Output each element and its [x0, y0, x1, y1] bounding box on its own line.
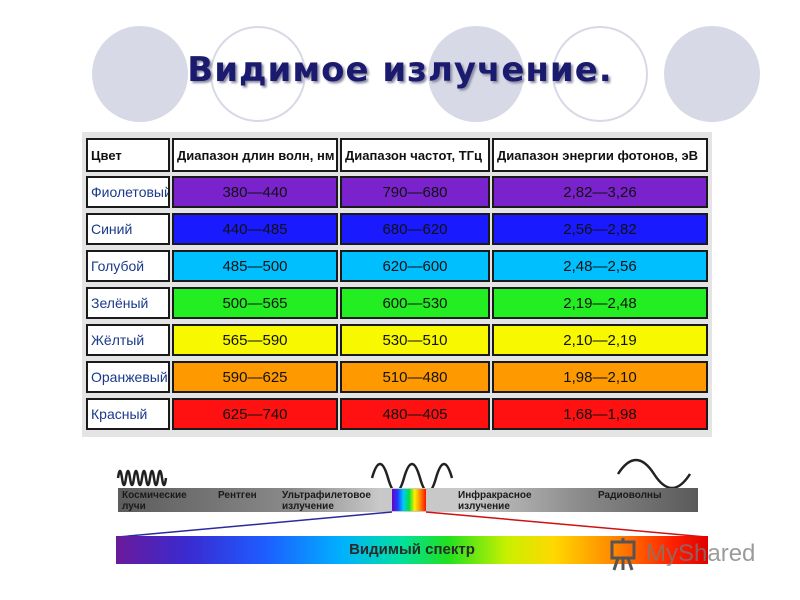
- visible-spectrum-bar: Видимый спектр: [116, 536, 708, 564]
- watermark-text: MyShared: [646, 540, 756, 567]
- table-cell-wave: 590—625: [172, 361, 338, 393]
- table-cell-energy: 1,98—2,10: [492, 361, 708, 393]
- wave-diagram: [116, 458, 692, 494]
- table-header-1: Диапазон длин волн, нм: [172, 138, 338, 172]
- band-label-cosmic: Космические лучи: [122, 490, 187, 512]
- table-cell-wave: 485—500: [172, 250, 338, 282]
- table-cell-freq: 680—620: [340, 213, 490, 245]
- table-cell-freq: 790—680: [340, 176, 490, 208]
- table-cell-energy: 2,10—2,19: [492, 324, 708, 356]
- table-cell-wave: 440—485: [172, 213, 338, 245]
- decor-circle-4: [552, 26, 648, 122]
- projection-lines: [117, 511, 707, 538]
- table-header-3: Диапазон энергии фотонов, эВ: [492, 138, 708, 172]
- table-cell-energy: 2,48—2,56: [492, 250, 708, 282]
- short-wave-icon: [116, 469, 168, 487]
- table-row-color-name: Голубой: [86, 250, 170, 282]
- table-cell-energy: 2,82—3,26: [492, 176, 708, 208]
- table-row-color-name: Красный: [86, 398, 170, 430]
- color-table: Цвет Диапазон длин волн, нм Диапазон часто…: [82, 132, 712, 437]
- table-cell-freq: 620—600: [340, 250, 490, 282]
- table-cell-wave: 500—565: [172, 287, 338, 319]
- band-label-radio: Радиоволны: [598, 490, 662, 501]
- band-label-uv: Ультрафилетовое излучение: [282, 490, 371, 512]
- decor-circle-3: [428, 26, 524, 122]
- table-cell-wave: 380—440: [172, 176, 338, 208]
- page-title: Видимое излучение.: [187, 50, 613, 90]
- band-label-ir: Инфракрасное излучение: [458, 490, 532, 512]
- long-wave-icon: [616, 458, 692, 490]
- decor-circle-5: [664, 26, 760, 122]
- visible-band: [392, 489, 426, 511]
- decor-circle-1: [92, 26, 188, 122]
- table-cell-freq: 510—480: [340, 361, 490, 393]
- band-label-xray: Рентген: [218, 490, 257, 501]
- table-cell-freq: 480—405: [340, 398, 490, 430]
- table-cell-wave: 625—740: [172, 398, 338, 430]
- table-row-color-name: Оранжевый: [86, 361, 170, 393]
- table-cell-energy: 2,56—2,82: [492, 213, 708, 245]
- table-row-color-name: Зелёный: [86, 287, 170, 319]
- table-row-color-name: Фиолетовый: [86, 176, 170, 208]
- medium-wave-icon: [370, 462, 454, 494]
- table-header-0: Цвет: [86, 138, 170, 172]
- visible-spectrum-label: Видимый спектр: [349, 541, 475, 558]
- table-cell-energy: 1,68—1,98: [492, 398, 708, 430]
- table-cell-freq: 600—530: [340, 287, 490, 319]
- presentation-icon: [610, 538, 636, 571]
- table-cell-energy: 2,19—2,48: [492, 287, 708, 319]
- decor-circle-2: [210, 26, 306, 122]
- watermark: MyShared: [606, 534, 776, 574]
- table-header-2: Диапазон частот, ТГц: [340, 138, 490, 172]
- table-row-color-name: Жёлтый: [86, 324, 170, 356]
- table-row-color-name: Синий: [86, 213, 170, 245]
- table-cell-wave: 565—590: [172, 324, 338, 356]
- table-cell-freq: 530—510: [340, 324, 490, 356]
